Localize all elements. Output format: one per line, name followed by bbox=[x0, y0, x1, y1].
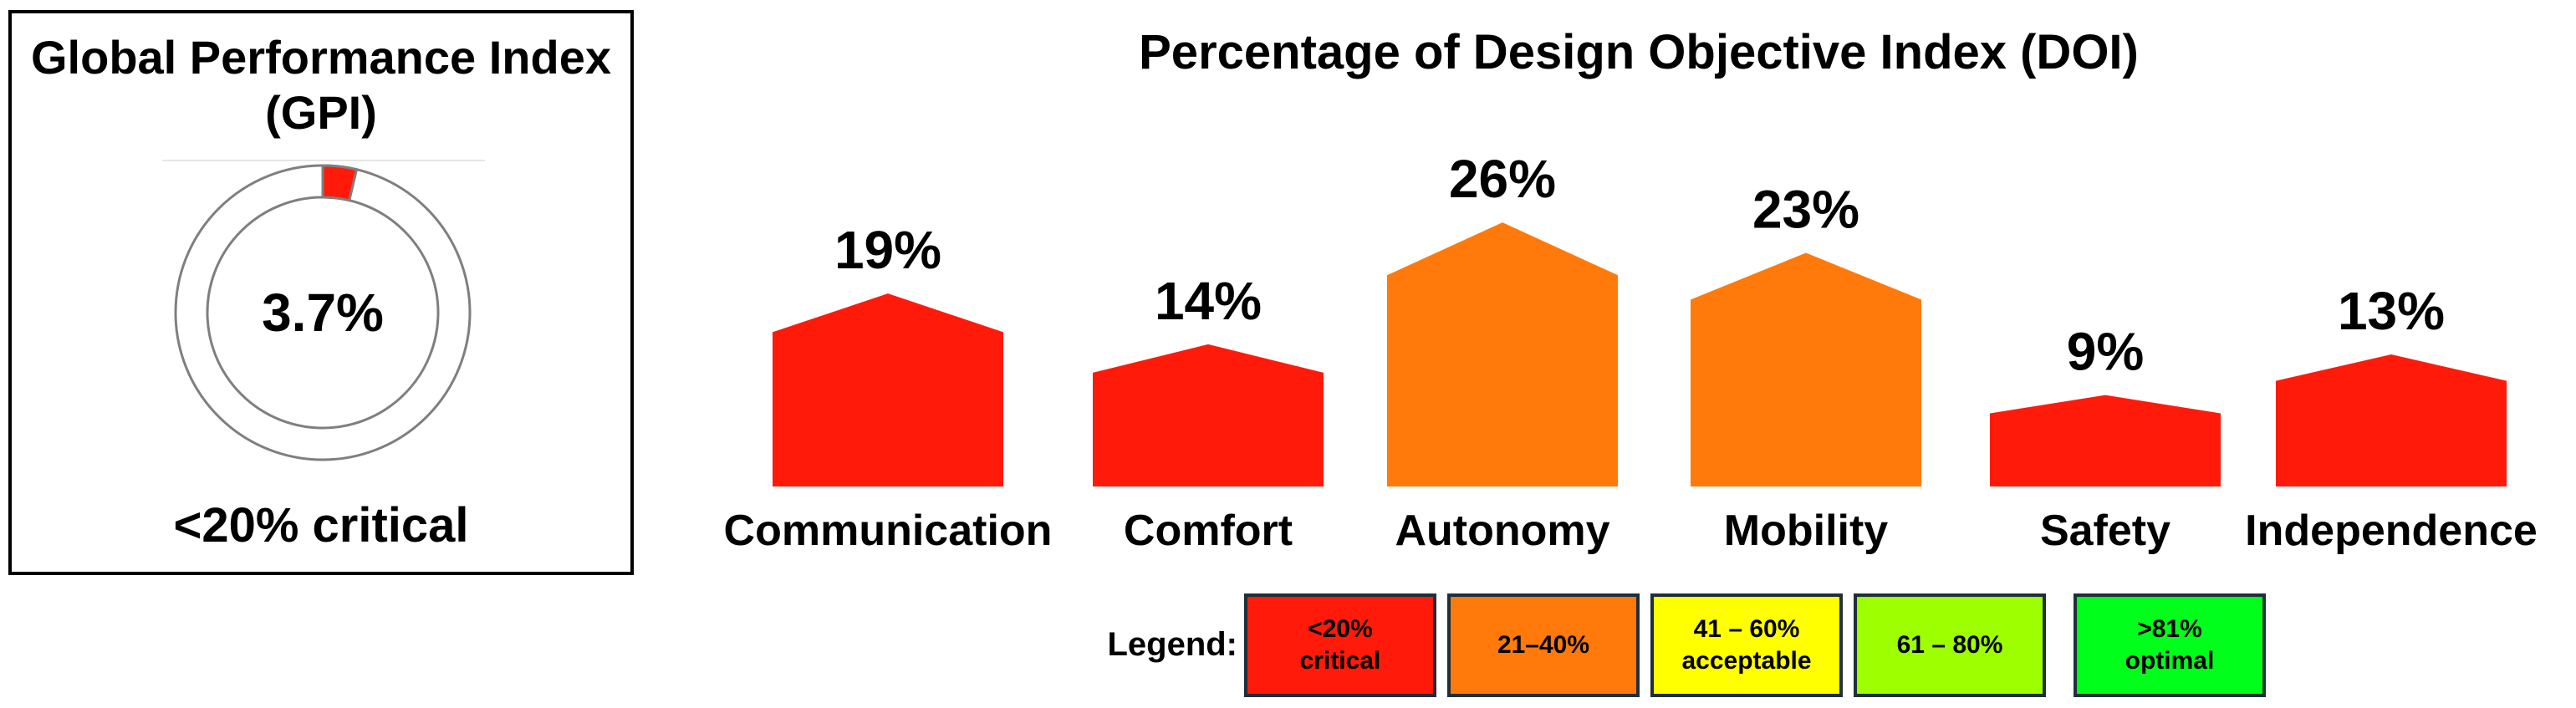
gpi-gauge-segment bbox=[321, 164, 359, 202]
category-label-communication: Communication bbox=[724, 507, 1053, 555]
category-label-independence: Independence bbox=[2245, 507, 2538, 555]
category-label-safety: Safety bbox=[2040, 507, 2170, 555]
value-label-independence: 13% bbox=[2338, 281, 2445, 341]
category-label-autonomy: Autonomy bbox=[1395, 507, 1609, 555]
doi-chart-title: Percentage of Design Objective Index (DO… bbox=[1139, 25, 2139, 79]
bar-comfort bbox=[1093, 344, 1324, 486]
doi-bar-chart: 19% Communication 14% Comfort 26% Autonomy 23%… bbox=[724, 149, 2538, 555]
bar-communication bbox=[773, 293, 1003, 486]
value-label-comfort: 14% bbox=[1155, 271, 1262, 331]
legend-item-critical: <20% critical bbox=[1244, 593, 1436, 697]
value-label-mobility: 23% bbox=[1752, 180, 1859, 240]
category-label-comfort: Comfort bbox=[1124, 507, 1293, 555]
value-label-safety: 9% bbox=[2067, 322, 2145, 382]
legend-item-21-40: 21–40% bbox=[1447, 593, 1640, 697]
legend-item-61-80: 61 – 80% bbox=[1854, 593, 2046, 697]
gpi-status-label: <20% critical bbox=[173, 498, 469, 553]
legend-item-optimal: >81% optimal bbox=[2074, 593, 2266, 697]
legend-label: Legend: bbox=[1107, 626, 1237, 663]
value-label-communication: 19% bbox=[834, 220, 941, 280]
category-label-mobility: Mobility bbox=[1724, 507, 1889, 555]
gpi-value-label: 3.7% bbox=[262, 283, 384, 343]
bar-mobility bbox=[1691, 252, 1921, 486]
gpi-panel: Global Performance Index (GPI) 3.7% <20%… bbox=[8, 10, 634, 575]
legend-item-acceptable: 41 – 60% acceptable bbox=[1650, 593, 1843, 697]
bar-autonomy bbox=[1387, 222, 1618, 486]
value-label-autonomy: 26% bbox=[1449, 149, 1556, 209]
bar-safety bbox=[1990, 395, 2221, 486]
gpi-gauge: 3.7% bbox=[162, 160, 485, 461]
bar-independence bbox=[2276, 354, 2507, 486]
gpi-title: Global Performance Index (GPI) bbox=[31, 31, 611, 139]
